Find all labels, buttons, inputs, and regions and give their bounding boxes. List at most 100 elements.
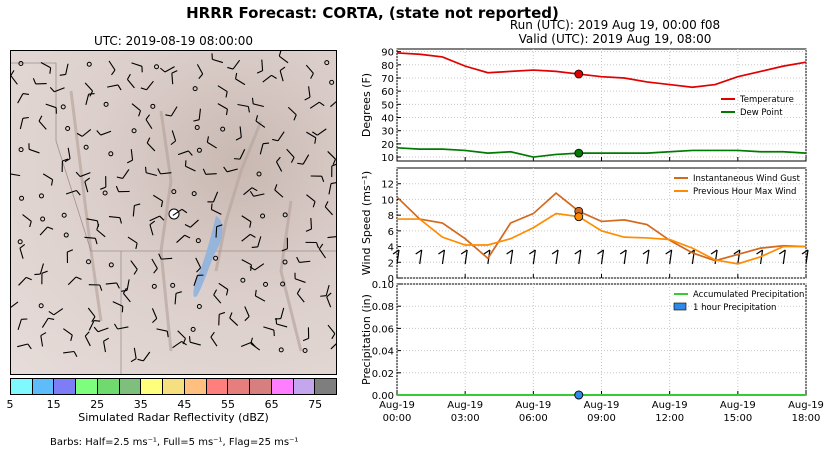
wind-barb [278,51,289,64]
calm-wind-marker [18,147,24,153]
series-line [396,146,807,158]
y-tick-label: 0.00 [372,391,394,402]
wind-barb [151,308,158,324]
wind-barb [45,103,57,114]
y-tick-label: 0.02 [372,369,394,380]
wind-barb [28,143,40,154]
wind-barb [40,62,52,74]
legend-entry: 1 hour Precipitation [673,302,776,313]
calm-wind-marker [324,60,330,66]
wind-barb [122,287,131,303]
wind-barb [146,137,156,152]
wind-barb [243,187,258,196]
wind-barb-map [10,50,337,375]
wind-barb [115,185,130,193]
y-tick-label: 90 [381,48,394,59]
colorbar-tick-label: 75 [308,398,323,411]
time-wind-barb [597,249,605,265]
wind-barb [103,337,110,353]
wind-barb [61,158,69,173]
colorbar-swatch [32,379,55,394]
series-line [396,52,807,89]
wind-barb [324,201,333,216]
time-wind-barb [642,249,650,265]
colorbar-tick-label: 55 [221,398,235,411]
colorbar-tick-label: 5 [6,398,14,411]
wind-barb [19,244,26,259]
reflectivity-colorbar [10,378,337,395]
wind-barb [137,351,151,362]
wind-barb [233,148,246,160]
y-tick-label: 10 [381,195,394,206]
y-tick-label: 6 [388,227,394,238]
colorbar-swatch [54,379,77,394]
calm-wind-marker [150,103,156,109]
wind-barb [327,324,336,340]
chart-panel-2: 0 2 4 6 8 10 12 Wind Speed (ms⁻¹) Instantaneous … [360,167,809,285]
colorbar-swatch [293,379,316,394]
legend-label: Accumulated Precipitation [693,290,804,300]
wind-barb [38,115,47,130]
x-tick-label: Aug-19 [379,400,415,411]
wind-barb [193,274,204,286]
wind-barb [42,173,54,186]
wind-barb [88,284,103,291]
wind-barb [113,323,129,330]
calm-wind-marker [63,232,69,238]
y-tick-label: 50 [381,100,394,111]
calm-wind-marker [196,304,202,310]
wind-barb [302,327,310,342]
colorbar-swatch [11,379,33,394]
wind-barb [17,93,30,104]
colorbar-swatch [250,379,272,394]
y-tick-label: 60 [381,87,394,98]
map-canvas [11,51,336,374]
wind-barb [131,62,143,73]
colorbar-swatch [119,379,142,394]
calm-wind-marker [329,79,335,85]
wind-barb [287,106,297,121]
wind-barb [116,169,130,179]
valid-time-marker [574,148,584,158]
wind-barb [254,289,266,302]
calm-wind-marker [60,104,66,110]
wind-barb [305,217,313,232]
wind-barb [229,312,239,326]
wind-barb [262,74,277,83]
calm-wind-marker [171,189,177,195]
wind-barb [251,236,262,248]
wind-barb [331,163,336,177]
calm-wind-marker [108,151,114,157]
colorbar-tick-label: 25 [90,398,105,411]
colorbar-swatch [163,379,185,394]
calm-wind-marker [282,212,288,218]
y-tick-label: 0.10 [372,280,394,291]
calm-wind-marker [263,281,269,287]
wind-barb [244,306,250,322]
wind-barb [241,215,252,228]
calm-wind-marker [61,212,67,218]
wind-barb [184,219,199,228]
wind-barb [174,291,182,305]
wind-barb [126,149,134,164]
wind-barb [157,168,172,175]
x-tick-label: Aug-19 [788,400,824,411]
y-tick-label: 4 [388,243,394,254]
time-wind-barb [801,249,809,265]
colorbar-swatch [228,379,251,394]
x-tick-label: 06:00 [519,413,548,424]
wind-barb [215,224,223,238]
wind-barb [211,53,224,64]
wind-barb [121,279,130,292]
calm-wind-marker [278,347,284,353]
wind-barb [210,203,222,215]
wind-barb [251,97,264,108]
y-tick-label: 8 [388,211,394,222]
y-tick-label: 70 [381,74,394,85]
wind-barb [250,337,261,351]
wind-barb [49,87,65,93]
wind-barb [127,236,138,250]
wind-barb [223,166,238,173]
wind-barb [93,326,109,333]
calm-wind-marker [194,125,200,131]
